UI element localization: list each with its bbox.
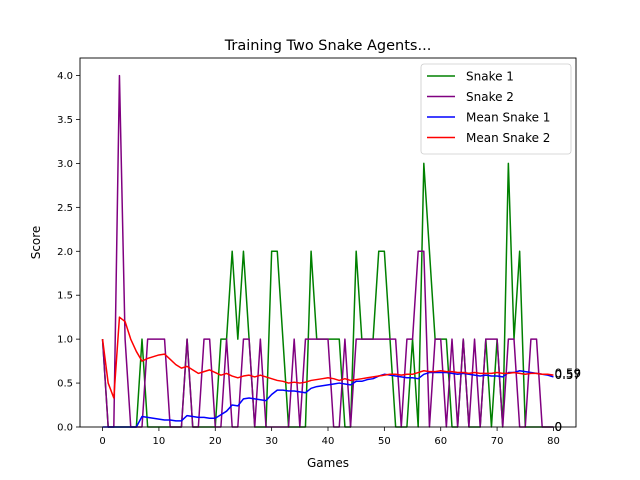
y-tick-label: 3.5 (57, 115, 73, 126)
legend-frame (420, 63, 572, 155)
plot-area: 0 10 20 30 40 50 60 70 80 0.0 0.5 1.0 1.5 2.0 2.5 3.0 3.… (57, 71, 581, 447)
legend-label: Mean Snake 2 (466, 131, 550, 145)
legend-label: Mean Snake 1 (466, 111, 550, 125)
x-tick-label: 10 (153, 436, 166, 447)
y-tick-label: 0.0 (57, 423, 73, 434)
chart-title: Training Two Snake Agents... (224, 38, 432, 54)
x-tick-label: 50 (378, 436, 391, 447)
end-value-annotation: 0.59 (554, 366, 581, 380)
legend-label: Snake 1 (466, 70, 514, 84)
series-line-mean-snake-1 (102, 370, 554, 428)
x-tick-label: 80 (547, 436, 560, 447)
axes-frame (79, 57, 577, 428)
x-tick-label: 20 (209, 436, 222, 447)
x-tick-label: 70 (491, 436, 504, 447)
y-tick-label: 3.0 (57, 159, 73, 170)
x-tick-label: 0 (99, 436, 105, 447)
x-tick-label: 40 (322, 436, 335, 447)
y-tick-label: 0.5 (57, 379, 73, 390)
y-tick-label: 2.0 (57, 247, 73, 258)
x-axis-label: Games (307, 456, 349, 470)
x-tick-label: 60 (434, 436, 447, 447)
x-tick-label: 30 (265, 436, 278, 447)
y-tick-label: 1.0 (57, 335, 73, 346)
y-tick-label: 1.5 (57, 291, 73, 302)
y-tick-label: 4.0 (57, 71, 73, 82)
end-value-annotation: 0.57 (554, 368, 581, 382)
y-axis-label: Score (29, 226, 43, 260)
legend-label: Snake 2 (466, 90, 514, 104)
y-tick-label: 2.5 (57, 203, 73, 214)
legend: Snake 1 Snake 2 Mean Snake 1 Mean Snake 2 (420, 63, 572, 155)
series-line-mean-snake-2 (101, 316, 554, 399)
